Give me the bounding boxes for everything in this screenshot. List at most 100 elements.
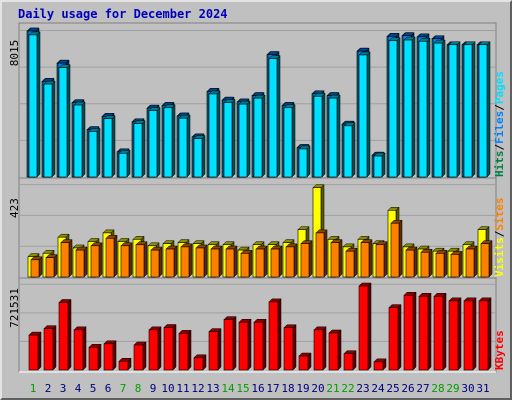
bar-pages-day-14 <box>223 98 236 178</box>
bar-kbytes-day-3 <box>58 298 72 371</box>
bar-pages-day-1 <box>28 31 41 178</box>
bar-sites-day-15 <box>240 249 253 278</box>
bar-kbytes-day-8 <box>133 341 147 371</box>
bar-kbytes-day-5 <box>88 343 102 371</box>
day-label-21: 21 <box>326 382 339 395</box>
bar-kbytes-day-4 <box>73 326 87 371</box>
ymax-label: 721531 <box>8 288 21 328</box>
bar-kbytes-day-18 <box>283 324 297 371</box>
bar-sites-day-7 <box>120 242 133 278</box>
bar-kbytes-day-23 <box>358 282 372 371</box>
day-label-24: 24 <box>371 382 385 395</box>
day-label-12: 12 <box>191 382 204 395</box>
bar-kbytes-day-12 <box>193 354 207 371</box>
ymax-label: 423 <box>8 198 21 218</box>
day-label-30: 30 <box>461 382 474 395</box>
bar-kbytes-day-1 <box>28 331 42 371</box>
day-label-5: 5 <box>90 382 97 395</box>
bar-kbytes-day-29 <box>448 297 462 371</box>
legend-visits: Visits <box>493 237 506 277</box>
bar-pages-day-19 <box>298 145 311 178</box>
day-label-31: 31 <box>476 382 489 395</box>
bar-sites-day-14 <box>225 245 238 278</box>
day-label-8: 8 <box>135 382 142 395</box>
day-label-14: 14 <box>221 382 235 395</box>
day-label-10: 10 <box>161 382 174 395</box>
bar-kbytes-day-9 <box>148 326 162 371</box>
bar-sites-day-27 <box>420 248 433 278</box>
bar-kbytes-day-11 <box>178 329 192 371</box>
bar-pages-day-5 <box>88 127 101 178</box>
bar-sites-day-18 <box>285 243 298 278</box>
bar-sites-day-3 <box>60 238 73 278</box>
bar-pages-day-10 <box>163 104 176 178</box>
day-label-4: 4 <box>75 382 82 395</box>
day-label-16: 16 <box>251 382 264 395</box>
bar-pages-day-24 <box>373 152 386 178</box>
legend-kbytes: KBytes <box>493 330 506 370</box>
day-label-3: 3 <box>60 382 67 395</box>
bar-kbytes-day-7 <box>118 357 132 371</box>
bar-pages-day-31 <box>478 41 491 178</box>
bar-kbytes-day-21 <box>328 329 342 371</box>
bar-sites-day-22 <box>345 247 358 278</box>
bar-pages-day-27 <box>418 37 431 178</box>
bar-sites-day-30 <box>465 245 478 278</box>
bar-pages-day-20 <box>313 92 326 178</box>
bar-kbytes-day-2 <box>43 325 57 371</box>
bar-kbytes-day-13 <box>208 327 222 371</box>
bar-sites-day-20 <box>315 229 328 278</box>
bar-kbytes-day-20 <box>313 326 327 371</box>
bar-sites-day-2 <box>45 254 58 278</box>
bar-pages-day-18 <box>283 104 296 178</box>
day-label-13: 13 <box>206 382 219 395</box>
bar-kbytes-day-6 <box>103 340 117 371</box>
day-label-7: 7 <box>120 382 127 395</box>
bar-pages-day-17 <box>268 54 281 178</box>
bar-kbytes-day-31 <box>478 297 492 371</box>
day-label-2: 2 <box>45 382 52 395</box>
legend-kbytes: KBytes <box>493 330 506 370</box>
day-label-22: 22 <box>341 382 354 395</box>
legend-separator: / <box>493 230 506 237</box>
bar-pages-day-6 <box>103 115 116 178</box>
bar-pages-day-13 <box>208 90 221 178</box>
bar-sites-day-1 <box>30 256 43 278</box>
legend-pages: Pages <box>493 71 506 104</box>
bar-sites-day-13 <box>210 245 223 278</box>
bar-pages-day-3 <box>58 64 71 178</box>
day-label-23: 23 <box>356 382 369 395</box>
chart-title: Daily usage for December 2024 <box>18 7 228 21</box>
bar-pages-day-15 <box>238 100 251 178</box>
bar-pages-day-25 <box>388 37 401 178</box>
day-label-18: 18 <box>281 382 294 395</box>
bar-sites-day-21 <box>330 238 343 278</box>
bar-kbytes-day-27 <box>418 292 432 371</box>
legend-sites: Sites <box>493 198 506 231</box>
bar-pages-day-29 <box>448 41 461 178</box>
bar-kbytes-day-30 <box>463 297 477 371</box>
day-label-9: 9 <box>150 382 157 395</box>
bar-pages-day-7 <box>118 149 131 178</box>
bar-sites-day-25 <box>390 219 403 278</box>
bar-sites-day-12 <box>195 244 208 278</box>
legend-pages_files_hits: Hits/Files/Pages <box>493 71 506 177</box>
bar-pages-day-30 <box>463 41 476 178</box>
day-label-26: 26 <box>401 382 414 395</box>
bar-kbytes-day-24 <box>373 358 387 371</box>
bar-sites-day-9 <box>150 246 163 278</box>
bar-kbytes-day-15 <box>238 318 252 371</box>
bar-pages-day-16 <box>253 94 266 178</box>
day-label-15: 15 <box>236 382 249 395</box>
day-label-6: 6 <box>105 382 112 395</box>
day-label-11: 11 <box>176 382 189 395</box>
bar-sites-day-11 <box>180 243 193 278</box>
bar-pages-day-8 <box>133 120 146 178</box>
bar-pages-day-26 <box>403 36 416 178</box>
bar-pages-day-12 <box>193 134 206 178</box>
bar-sites-day-23 <box>360 238 373 278</box>
legend-files: Files <box>493 111 506 144</box>
legend-separator: / <box>493 144 506 151</box>
bar-kbytes-day-22 <box>343 350 357 371</box>
bar-pages-day-9 <box>148 106 161 178</box>
